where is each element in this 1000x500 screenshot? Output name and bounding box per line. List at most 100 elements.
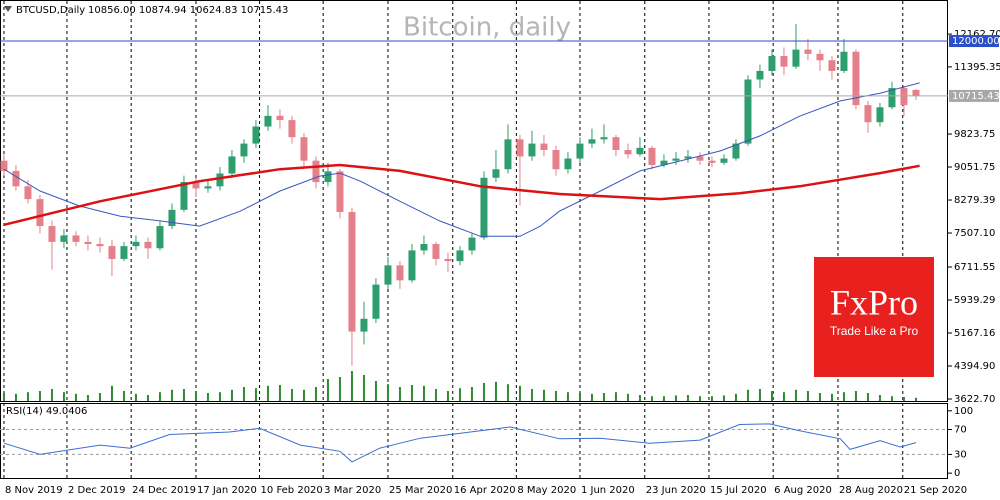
candle-body <box>216 173 224 187</box>
volume-bar <box>518 385 521 401</box>
volume-bar <box>230 389 233 401</box>
x-tick-label: 24 Dec 2019 <box>132 485 196 496</box>
price-box <box>949 35 999 48</box>
volume-bar <box>758 389 761 401</box>
y-tick-label: 5167.16 <box>954 328 995 339</box>
logo-box <box>814 257 934 377</box>
volume-bar <box>482 383 485 401</box>
volume-bar <box>266 385 269 401</box>
volume-bar <box>686 395 689 401</box>
candle-body <box>516 139 524 157</box>
logo-brand: FxPro <box>830 282 918 322</box>
volume-bar <box>914 397 917 401</box>
candle-body <box>48 226 56 242</box>
volume-bar <box>182 389 185 401</box>
volume-bar <box>554 391 557 401</box>
volume-bar <box>902 397 905 401</box>
volume-bar <box>218 392 221 401</box>
x-tick-label: 8 May 2020 <box>517 485 576 496</box>
volume-bar <box>206 393 209 401</box>
candle-body <box>360 318 368 332</box>
candle-body <box>768 55 776 71</box>
volume-bar <box>2 393 5 401</box>
volume-bar <box>434 389 437 401</box>
volume-bar <box>566 392 569 401</box>
candle-body <box>864 105 872 123</box>
x-tick-label: 16 Apr 2020 <box>454 485 516 496</box>
volume-bar <box>278 385 281 401</box>
candle-body <box>600 137 608 140</box>
volume-bar <box>854 391 857 401</box>
candle-body <box>576 143 584 159</box>
volume-bar <box>134 393 137 401</box>
volume-bar <box>578 393 581 401</box>
y-tick-label: 3622.70 <box>954 394 995 405</box>
candle-body <box>0 160 8 171</box>
candle-body <box>480 177 488 238</box>
volume-bar <box>350 371 353 401</box>
rsi-tick-label: 0 <box>954 468 960 479</box>
candle-body <box>660 160 668 165</box>
candle-body <box>744 79 752 144</box>
volume-bar <box>326 379 329 401</box>
candle-body <box>900 88 908 106</box>
rsi-tick-label: 30 <box>954 449 967 460</box>
x-tick-label: 28 Aug 2020 <box>839 485 903 496</box>
candle-body <box>372 284 380 319</box>
candle-body <box>852 51 860 106</box>
candle-body <box>324 171 332 183</box>
candle-body <box>912 89 920 96</box>
candle-body <box>168 209 176 227</box>
candle-body <box>252 126 260 144</box>
symbol-icon <box>4 6 12 12</box>
candle-body <box>312 160 320 183</box>
volume-bar <box>506 384 509 401</box>
candle-body <box>408 250 416 281</box>
volume-bar <box>194 391 197 401</box>
volume-bar <box>626 393 629 401</box>
candle-body <box>888 88 896 108</box>
rsi-label: RSI(14) 49.0406 <box>6 406 87 417</box>
volume-bar <box>362 375 365 401</box>
candle-body <box>732 143 740 159</box>
rsi-line <box>3 423 917 463</box>
candle-body <box>720 158 728 163</box>
candle-body <box>240 143 248 157</box>
volume-bar <box>422 385 425 401</box>
price-box <box>949 89 999 102</box>
y-tick-label: 9823.75 <box>954 129 995 140</box>
candle-body <box>204 186 212 189</box>
candle-body <box>708 160 716 163</box>
volume-bar <box>710 396 713 401</box>
candle-body <box>120 246 128 259</box>
volume-bar <box>806 391 809 401</box>
candle-body <box>144 241 152 249</box>
volume-bar <box>650 396 653 401</box>
candle-body <box>816 53 824 61</box>
candle-body <box>684 156 692 159</box>
candle-body <box>24 186 32 200</box>
volume-bar <box>794 389 797 401</box>
candle-body <box>564 158 572 170</box>
volume-bar <box>374 381 377 401</box>
volume-bar <box>386 384 389 401</box>
volume-bar <box>146 395 149 401</box>
candle-body <box>156 226 164 249</box>
y-tick-label: 9051.75 <box>954 162 995 173</box>
main-panel <box>0 0 948 402</box>
candle-body <box>60 235 68 242</box>
volume-bar <box>530 389 533 401</box>
candle-body <box>780 55 788 67</box>
volume-bar <box>302 389 305 401</box>
volume-bar <box>878 395 881 401</box>
y-tick-label: 8279.39 <box>954 195 995 206</box>
volume-bar <box>674 395 677 401</box>
volume-bar <box>86 395 89 401</box>
volume-bar <box>602 393 605 401</box>
candle-body <box>828 60 836 71</box>
candle-body <box>552 150 560 170</box>
x-tick-label: 25 Mar 2020 <box>389 485 452 496</box>
candle-body <box>840 51 848 71</box>
